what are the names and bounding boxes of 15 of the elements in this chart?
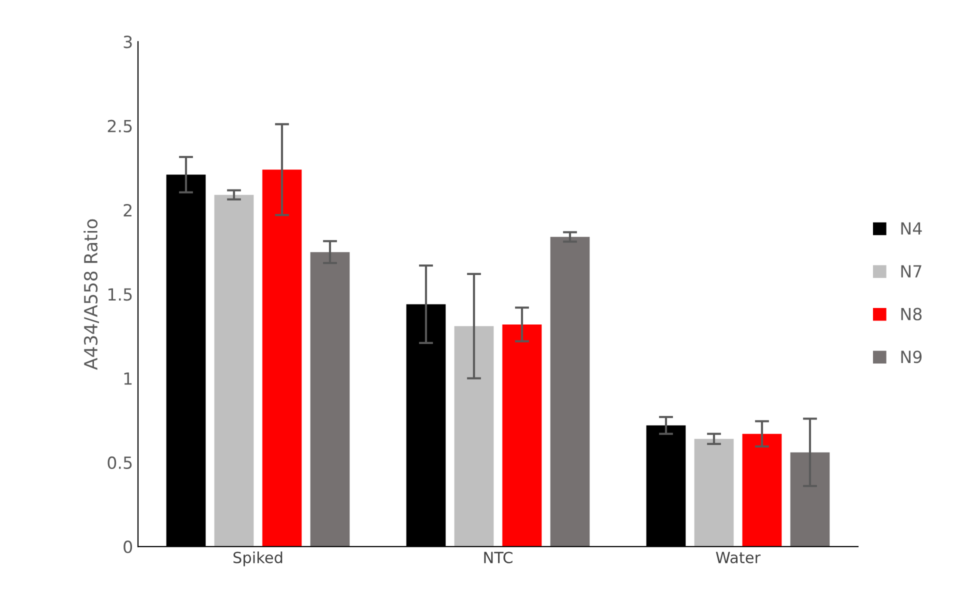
legend-label: N9 (901, 350, 922, 364)
legend-label: N7 (901, 265, 922, 278)
y-tick-label: 0.5 (108, 456, 132, 470)
y-tick-label: 0 (124, 540, 132, 554)
y-tick-label: 1.5 (108, 288, 132, 301)
y-tick-label: 2 (124, 204, 132, 216)
legend-label: N8 (901, 308, 922, 320)
y-axis-title: A434/A558 Ratio (84, 219, 99, 370)
y-tick-label: 3 (124, 36, 132, 48)
x-tick-label: Water (716, 552, 761, 564)
x-tick-label: NTC (484, 552, 512, 564)
x-tick-label: Spiked (233, 551, 282, 566)
legend-label: N4 (901, 222, 922, 235)
y-tick-label: 1 (124, 372, 132, 385)
y-tick-label: 2.5 (108, 120, 132, 132)
